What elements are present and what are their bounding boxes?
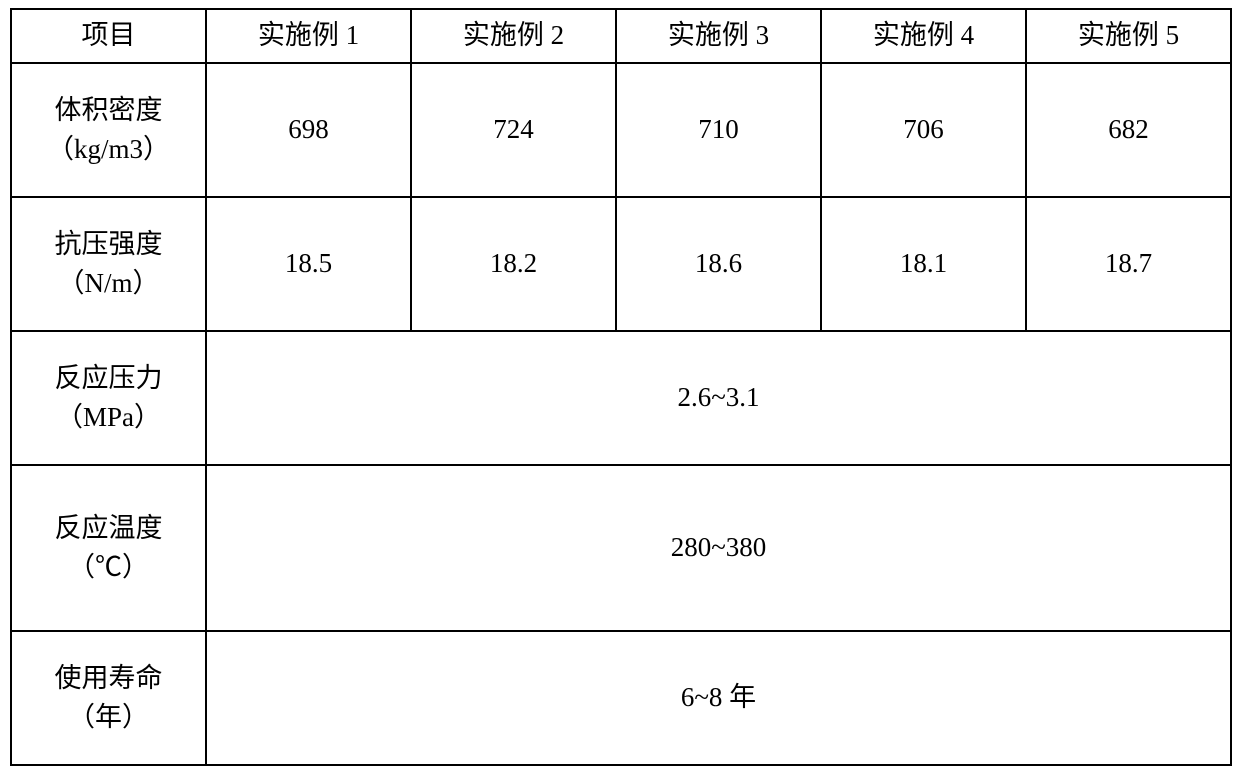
row-label-service-life: 使用寿命 （年）: [11, 631, 206, 765]
table-header-row: 项目 实施例 1 实施例 2 实施例 3 实施例 4 实施例 5: [11, 9, 1231, 63]
cell-compressive-strength-ex4: 18.1: [821, 197, 1026, 331]
row-label-line: （kg/m3）: [16, 130, 201, 169]
cell-bulk-density-ex4: 706: [821, 63, 1026, 197]
cell-reaction-temperature-merged: 280~380: [206, 465, 1231, 631]
cell-compressive-strength-ex3: 18.6: [616, 197, 821, 331]
cell-service-life-merged: 6~8 年: [206, 631, 1231, 765]
row-label-line: （MPa）: [16, 398, 201, 437]
cell-compressive-strength-ex1: 18.5: [206, 197, 411, 331]
cell-reaction-pressure-merged: 2.6~3.1: [206, 331, 1231, 465]
cell-bulk-density-ex3: 710: [616, 63, 821, 197]
col-header-ex1: 实施例 1: [206, 9, 411, 63]
row-label-line: 反应压力: [16, 359, 201, 398]
row-label-line: （N/m）: [16, 264, 201, 303]
col-header-project: 项目: [11, 9, 206, 63]
row-label-line: （年）: [16, 698, 201, 737]
cell-compressive-strength-ex5: 18.7: [1026, 197, 1231, 331]
data-table: 项目 实施例 1 实施例 2 实施例 3 实施例 4 实施例 5 体积密度 （k…: [10, 8, 1232, 766]
cell-bulk-density-ex1: 698: [206, 63, 411, 197]
row-label-reaction-temperature: 反应温度 （℃）: [11, 465, 206, 631]
row-reaction-temperature: 反应温度 （℃） 280~380: [11, 465, 1231, 631]
row-label-bulk-density: 体积密度 （kg/m3）: [11, 63, 206, 197]
row-label-compressive-strength: 抗压强度 （N/m）: [11, 197, 206, 331]
row-label-line: 反应温度: [16, 509, 201, 548]
cell-compressive-strength-ex2: 18.2: [411, 197, 616, 331]
row-compressive-strength: 抗压强度 （N/m） 18.5 18.2 18.6 18.1 18.7: [11, 197, 1231, 331]
row-service-life: 使用寿命 （年） 6~8 年: [11, 631, 1231, 765]
col-header-ex4: 实施例 4: [821, 9, 1026, 63]
col-header-ex2: 实施例 2: [411, 9, 616, 63]
row-reaction-pressure: 反应压力 （MPa） 2.6~3.1: [11, 331, 1231, 465]
row-label-line: （℃）: [16, 548, 201, 587]
col-header-ex5: 实施例 5: [1026, 9, 1231, 63]
row-label-line: 抗压强度: [16, 225, 201, 264]
row-label-reaction-pressure: 反应压力 （MPa）: [11, 331, 206, 465]
row-label-line: 体积密度: [16, 91, 201, 130]
cell-bulk-density-ex5: 682: [1026, 63, 1231, 197]
row-bulk-density: 体积密度 （kg/m3） 698 724 710 706 682: [11, 63, 1231, 197]
col-header-ex3: 实施例 3: [616, 9, 821, 63]
row-label-line: 使用寿命: [16, 659, 201, 698]
cell-bulk-density-ex2: 724: [411, 63, 616, 197]
